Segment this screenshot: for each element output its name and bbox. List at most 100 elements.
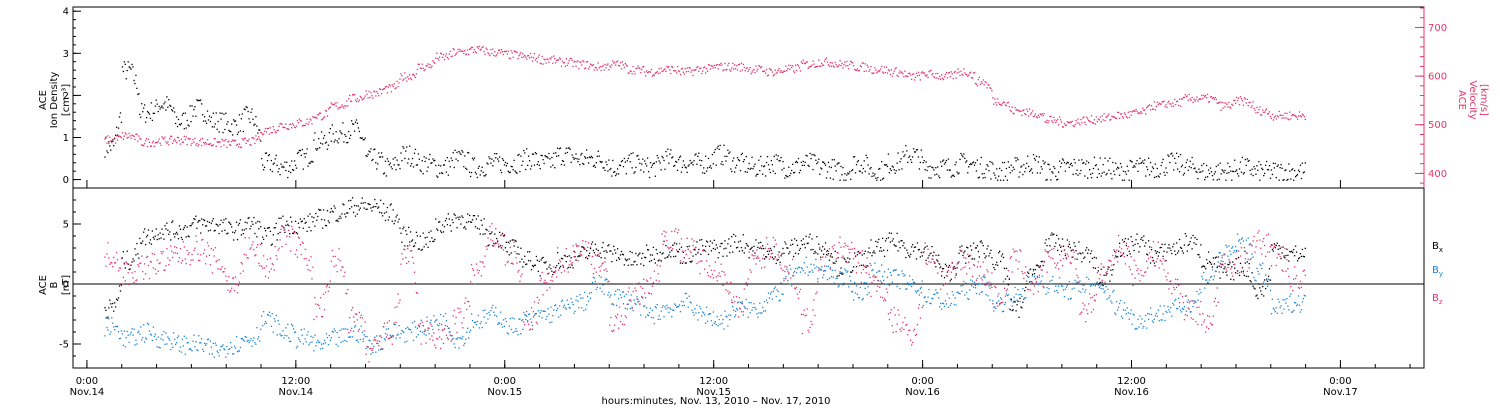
velocity-point bbox=[517, 57, 519, 60]
by-point bbox=[567, 303, 569, 306]
velocity-point bbox=[617, 64, 620, 67]
by-point bbox=[1160, 319, 1162, 321]
velocity-point bbox=[273, 128, 275, 131]
by-point bbox=[1121, 317, 1124, 319]
velocity-point bbox=[562, 62, 565, 64]
density-point bbox=[193, 108, 195, 111]
density-point bbox=[305, 152, 307, 155]
density-point bbox=[243, 108, 245, 110]
velocity-point bbox=[351, 93, 354, 96]
bx-point bbox=[744, 247, 746, 249]
bx-point bbox=[260, 225, 262, 228]
by-point bbox=[647, 314, 650, 317]
by-point bbox=[825, 265, 828, 268]
velocity-point bbox=[858, 69, 861, 72]
by-point bbox=[650, 316, 653, 319]
bfield-tick-label: 0 bbox=[63, 280, 69, 291]
velocity-point bbox=[141, 144, 143, 146]
by-point bbox=[583, 309, 585, 312]
by-point bbox=[400, 333, 402, 335]
bx-point bbox=[852, 266, 855, 268]
density-point bbox=[611, 175, 613, 177]
bx-point bbox=[462, 216, 464, 219]
by-point bbox=[539, 312, 541, 314]
bx-point bbox=[367, 202, 369, 205]
bx-point bbox=[258, 228, 260, 230]
density-point bbox=[1034, 159, 1037, 161]
density-point bbox=[488, 156, 490, 158]
bx-point bbox=[463, 227, 465, 229]
by-point bbox=[1231, 247, 1233, 249]
by-point bbox=[529, 318, 532, 320]
by-point bbox=[238, 350, 241, 352]
velocity-point bbox=[623, 66, 626, 69]
density-point bbox=[543, 162, 545, 165]
velocity-point bbox=[1140, 111, 1142, 113]
density-point bbox=[694, 154, 696, 156]
velocity-point bbox=[348, 98, 350, 100]
velocity-point bbox=[1094, 123, 1097, 125]
by-point bbox=[1051, 279, 1053, 281]
by-point bbox=[286, 335, 288, 337]
velocity-point bbox=[1055, 121, 1057, 124]
velocity-point bbox=[1099, 116, 1101, 118]
velocity-point bbox=[1108, 113, 1110, 115]
velocity-point bbox=[651, 75, 654, 77]
by-point bbox=[678, 304, 681, 306]
by-point bbox=[1073, 287, 1075, 289]
by-point bbox=[160, 338, 162, 340]
velocity-point bbox=[1164, 105, 1166, 108]
by-point bbox=[338, 336, 340, 339]
bx-point bbox=[1161, 243, 1163, 246]
density-point bbox=[316, 149, 318, 151]
by-point bbox=[280, 335, 282, 337]
by-point bbox=[749, 312, 751, 314]
bx-point bbox=[132, 258, 134, 260]
bx-point bbox=[986, 248, 988, 250]
by-point bbox=[976, 277, 979, 280]
density-point bbox=[1138, 163, 1140, 165]
bx-point bbox=[247, 217, 249, 220]
density-point bbox=[1188, 165, 1190, 168]
velocity-point bbox=[1041, 113, 1043, 115]
density-point bbox=[1132, 166, 1134, 168]
velocity-point bbox=[173, 140, 175, 142]
by-point bbox=[190, 348, 192, 351]
bx-point bbox=[1059, 246, 1062, 248]
bx-point bbox=[1000, 255, 1003, 257]
bx-point bbox=[362, 202, 364, 204]
bx-point bbox=[1002, 256, 1005, 259]
by-point bbox=[270, 325, 272, 328]
velocity-point bbox=[1261, 114, 1263, 116]
velocity-point bbox=[282, 126, 284, 129]
density-point bbox=[138, 93, 140, 95]
by-point bbox=[339, 329, 341, 332]
density-point bbox=[261, 158, 263, 160]
bx-point bbox=[157, 234, 159, 236]
density-point bbox=[818, 158, 820, 160]
by-point bbox=[1044, 283, 1046, 285]
velocity-point bbox=[1205, 94, 1207, 97]
velocity-point bbox=[908, 72, 910, 75]
velocity-point bbox=[449, 50, 451, 53]
bx-point bbox=[438, 221, 440, 223]
bx-point bbox=[1221, 263, 1223, 265]
bx-point bbox=[956, 267, 958, 269]
bx-point bbox=[234, 230, 237, 232]
bx-point bbox=[412, 245, 415, 248]
velocity-point bbox=[1227, 106, 1229, 108]
bx-point bbox=[1011, 309, 1013, 312]
by-point bbox=[720, 314, 722, 317]
bx-point bbox=[413, 245, 416, 247]
by-point bbox=[659, 318, 661, 320]
density-point bbox=[1254, 168, 1256, 170]
by-point bbox=[1078, 290, 1080, 292]
velocity-point bbox=[160, 144, 162, 146]
velocity-point bbox=[1085, 123, 1087, 126]
velocity-point bbox=[665, 70, 667, 72]
density-point bbox=[1271, 173, 1274, 176]
velocity-point bbox=[1021, 114, 1023, 117]
density-point bbox=[551, 156, 553, 159]
density-point bbox=[645, 165, 648, 167]
bx-point bbox=[215, 223, 217, 225]
